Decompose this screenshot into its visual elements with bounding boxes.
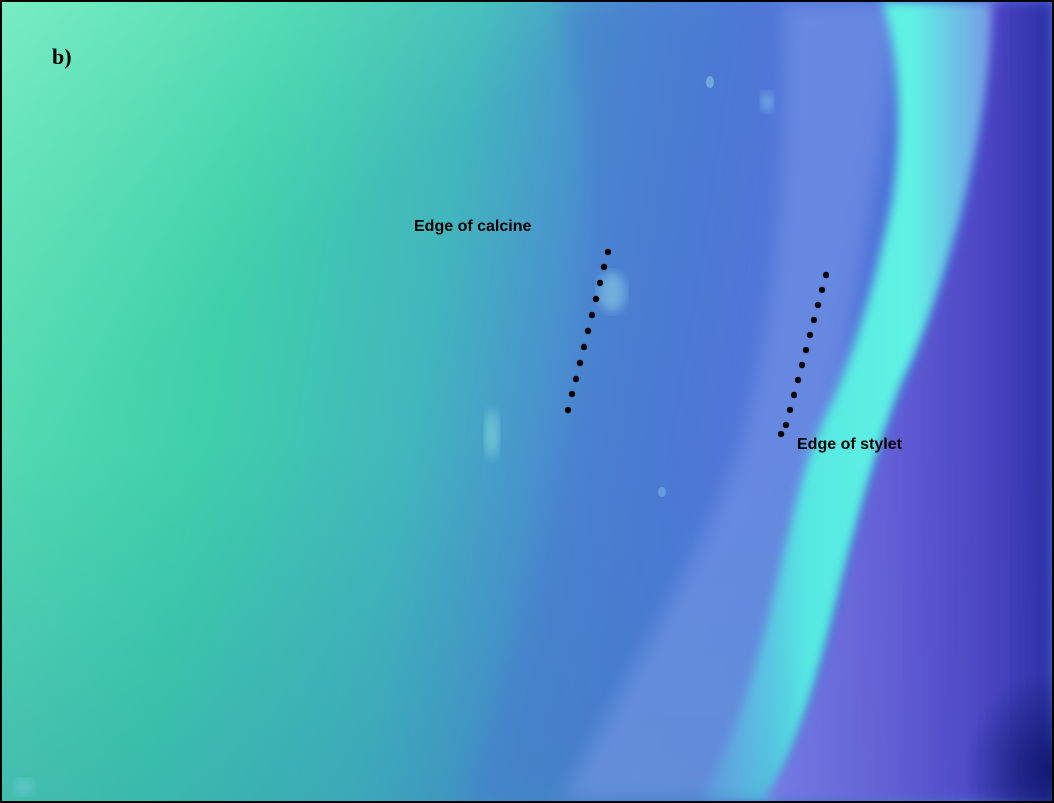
calcine-edge-label: Edge of calcine (414, 218, 532, 235)
stylet-edge-marker (777, 271, 830, 438)
stylet-edge-label: Edge of stylet (797, 436, 902, 453)
panel-label: b) (52, 44, 72, 69)
calcine-edge-marker (564, 248, 612, 414)
